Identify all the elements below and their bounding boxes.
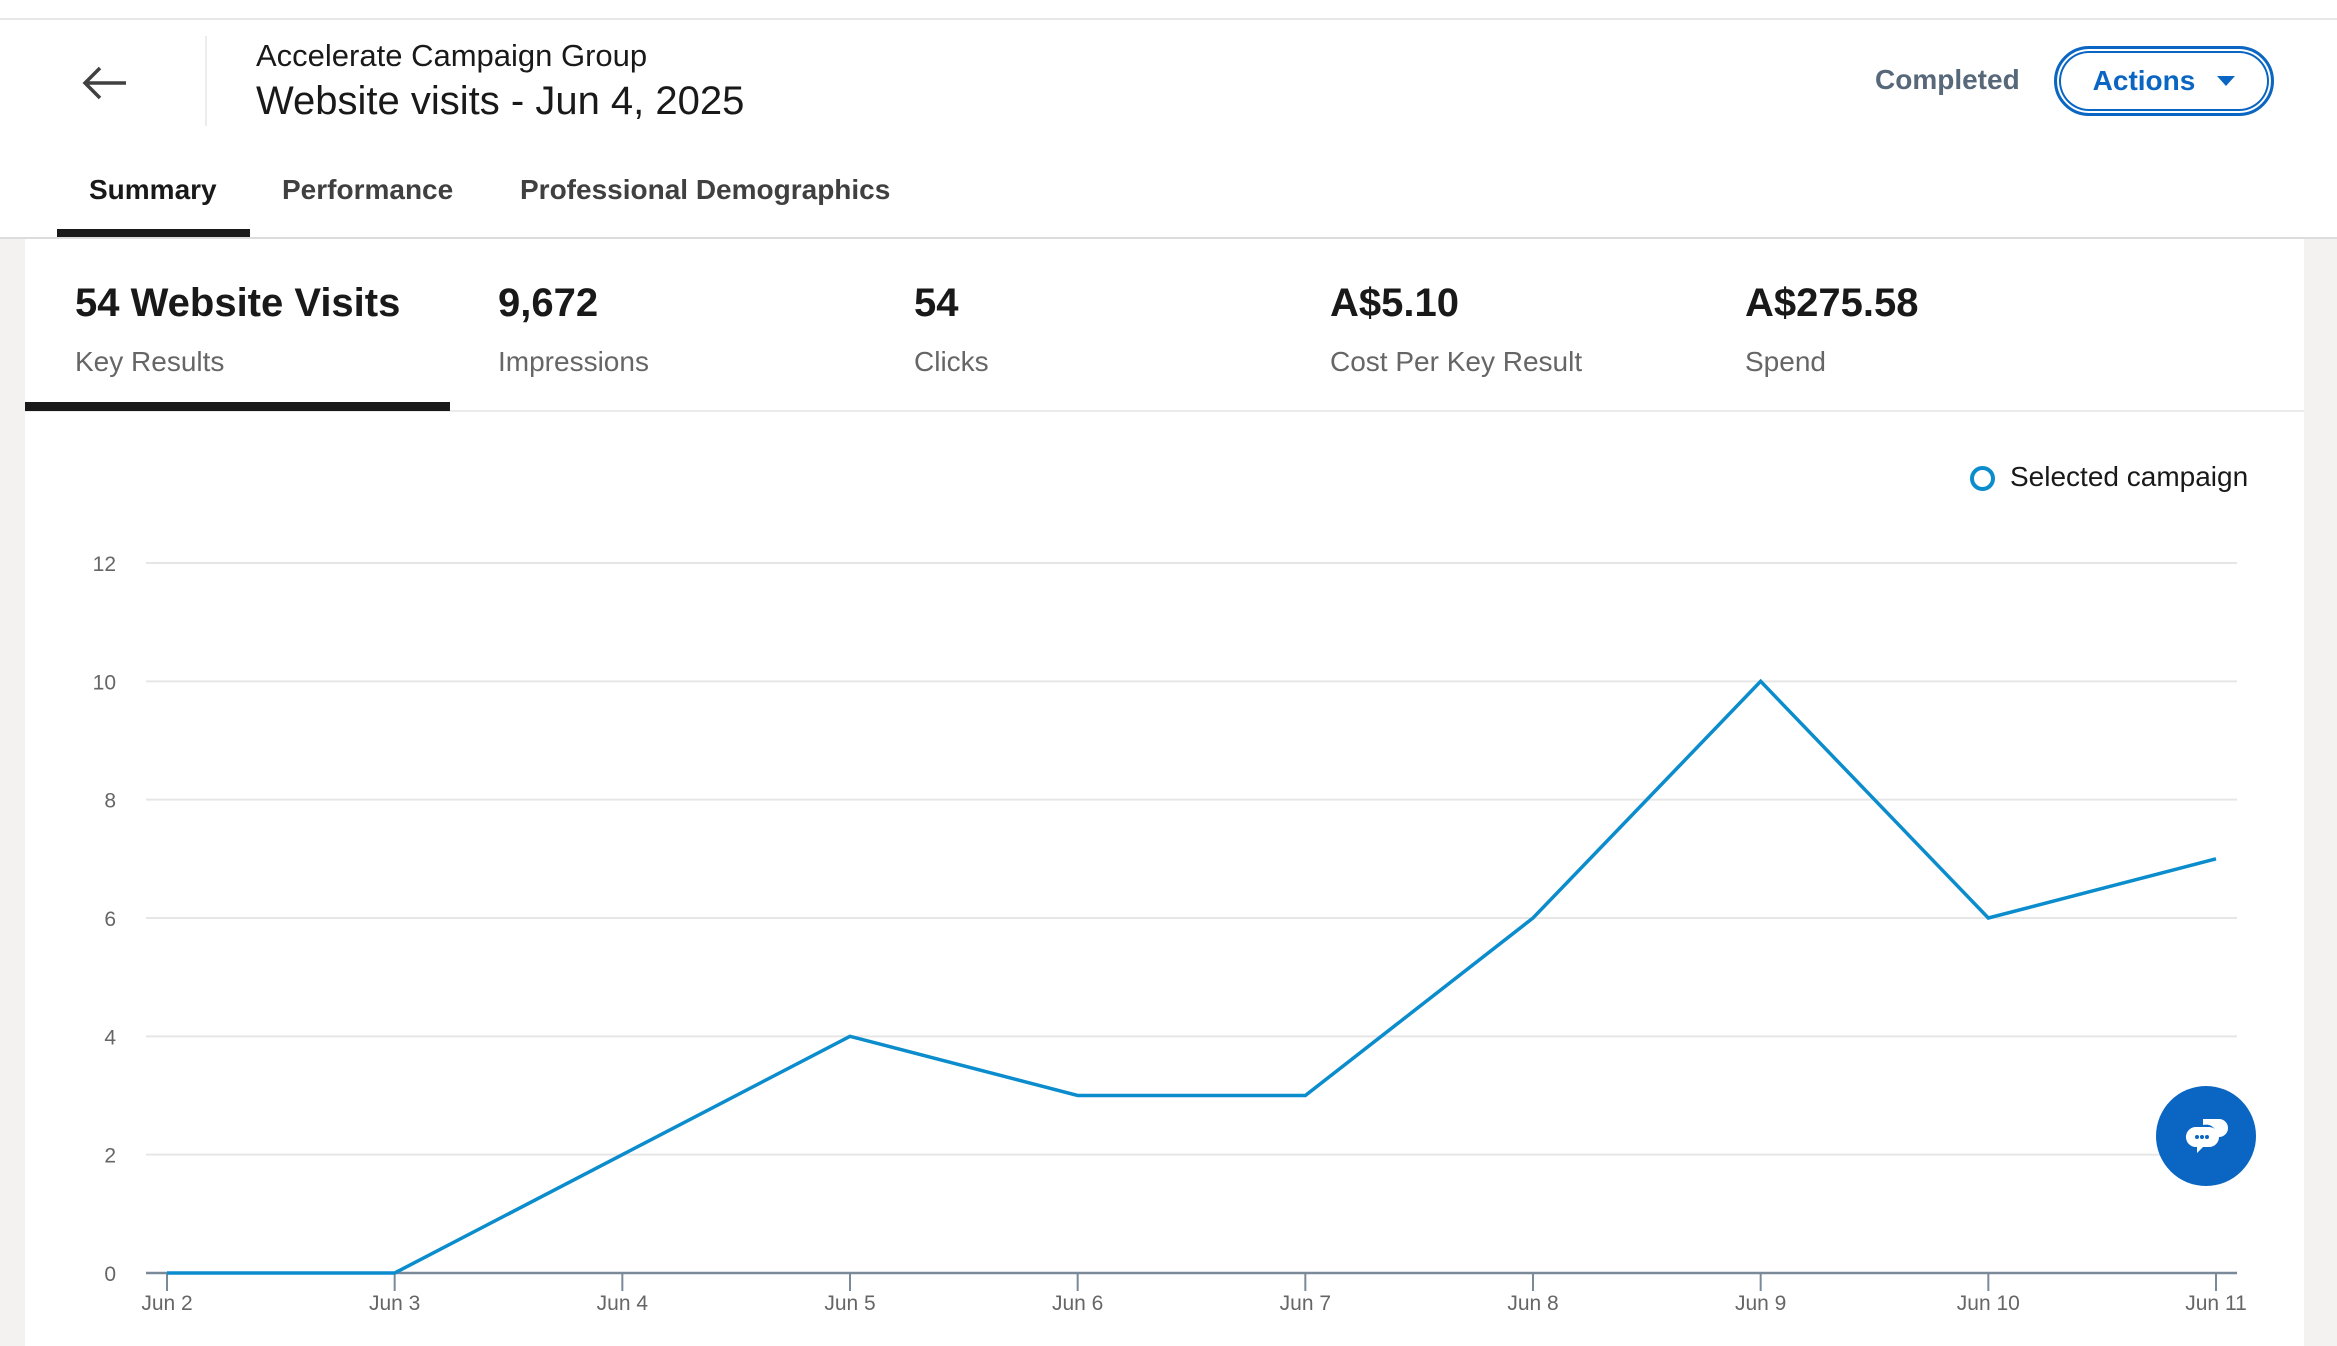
metric-label: Cost Per Key Result [1330, 346, 1583, 377]
x-tick-label: Jun 4 [597, 1292, 649, 1315]
y-tick-label: 6 [104, 908, 116, 931]
metric-value: 9,672 [498, 281, 599, 325]
legend-label: Selected campaign [2010, 461, 2249, 492]
legend-marker-icon [1970, 466, 1995, 491]
chat-button[interactable] [2156, 1086, 2256, 1186]
metric-key-results[interactable]: 54 Website Visits Key Results [75, 280, 400, 378]
y-tick-label: 8 [104, 790, 116, 813]
metric-label: Spend [1745, 346, 1826, 377]
header-bottom-border [0, 237, 2337, 239]
tab-professional-demographics[interactable]: Professional Demographics [520, 174, 891, 205]
top-border [0, 18, 2337, 20]
campaign-group-name: Accelerate Campaign Group [256, 38, 648, 73]
metrics-divider [25, 410, 2304, 412]
header-divider [205, 36, 207, 126]
metric-label: Impressions [498, 346, 649, 377]
chat-bubbles-icon [2185, 1119, 2228, 1153]
tab-summary[interactable]: Summary [89, 174, 217, 205]
actions-label: Actions [2092, 65, 2196, 96]
caret-down-icon [2217, 76, 2236, 86]
y-tick-label: 2 [104, 1145, 116, 1168]
x-tick-label: Jun 3 [369, 1292, 420, 1315]
page-title: Website visits - Jun 4, 2025 [256, 79, 745, 123]
y-tick-label: 4 [104, 1026, 116, 1049]
right-gutter [2304, 239, 2337, 1346]
x-tick-label: Jun 2 [141, 1292, 192, 1315]
tab-performance[interactable]: Performance [282, 174, 454, 205]
metric-label: Clicks [914, 346, 989, 377]
metric-impressions[interactable]: 9,672 Impressions [498, 280, 649, 378]
metric-value: A$5.10 [1330, 281, 1459, 325]
metric-cost-per-key-result[interactable]: A$5.10 Cost Per Key Result [1330, 280, 1582, 378]
metric-spend[interactable]: A$275.58 Spend [1745, 280, 1918, 378]
metric-value: 54 Website Visits [75, 281, 401, 325]
series-line [167, 678, 2217, 1275]
x-tick-label: Jun 6 [1052, 1292, 1103, 1315]
left-gutter [0, 239, 25, 1346]
y-tick-label: 0 [104, 1263, 116, 1286]
x-tick-label: Jun 10 [1957, 1292, 2020, 1315]
active-tab-indicator [57, 229, 250, 237]
status-label: Completed [1875, 64, 2020, 95]
y-tick-label: 12 [93, 553, 116, 576]
x-tick-label: Jun 8 [1507, 1292, 1558, 1315]
x-tick-label: Jun 9 [1735, 1292, 1786, 1315]
y-tick-label: 10 [93, 671, 116, 694]
x-tick-label: Jun 11 [2185, 1292, 2247, 1315]
metric-value: 54 [914, 281, 959, 325]
actions-button[interactable]: Actions [2054, 46, 2274, 116]
x-tick-label: Jun 7 [1280, 1292, 1331, 1315]
metric-label: Key Results [75, 346, 225, 377]
metric-clicks[interactable]: 54 Clicks [914, 280, 989, 378]
active-metric-indicator [25, 402, 450, 411]
back-arrow-icon[interactable] [80, 58, 130, 108]
x-tick-label: Jun 5 [824, 1292, 875, 1315]
metric-value: A$275.58 [1745, 281, 1919, 325]
